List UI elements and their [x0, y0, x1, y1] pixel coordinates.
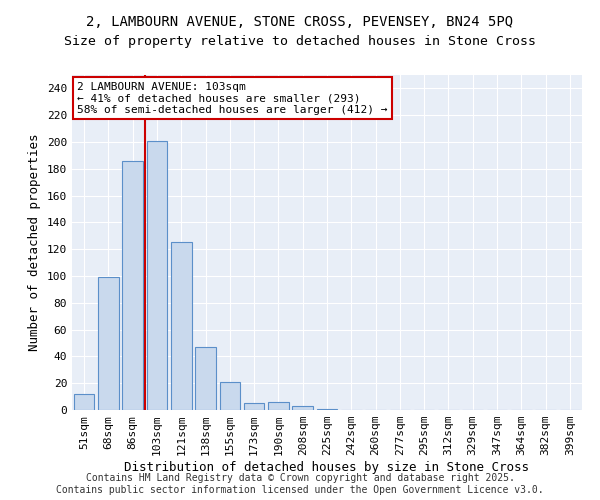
Bar: [195, 347, 216, 410]
Text: Contains HM Land Registry data © Crown copyright and database right 2025.
Contai: Contains HM Land Registry data © Crown c…: [56, 474, 544, 495]
Bar: [317, 408, 337, 410]
Bar: [244, 404, 265, 410]
Bar: [122, 161, 143, 410]
Bar: [146, 140, 167, 410]
Bar: [98, 278, 119, 410]
Text: 2, LAMBOURN AVENUE, STONE CROSS, PEVENSEY, BN24 5PQ: 2, LAMBOURN AVENUE, STONE CROSS, PEVENSE…: [86, 15, 514, 29]
Text: Size of property relative to detached houses in Stone Cross: Size of property relative to detached ho…: [64, 35, 536, 48]
Y-axis label: Number of detached properties: Number of detached properties: [28, 134, 41, 351]
Bar: [220, 382, 240, 410]
Bar: [74, 394, 94, 410]
Bar: [268, 402, 289, 410]
X-axis label: Distribution of detached houses by size in Stone Cross: Distribution of detached houses by size …: [125, 461, 530, 474]
Bar: [171, 242, 191, 410]
Bar: [292, 406, 313, 410]
Text: 2 LAMBOURN AVENUE: 103sqm
← 41% of detached houses are smaller (293)
58% of semi: 2 LAMBOURN AVENUE: 103sqm ← 41% of detac…: [77, 82, 388, 115]
